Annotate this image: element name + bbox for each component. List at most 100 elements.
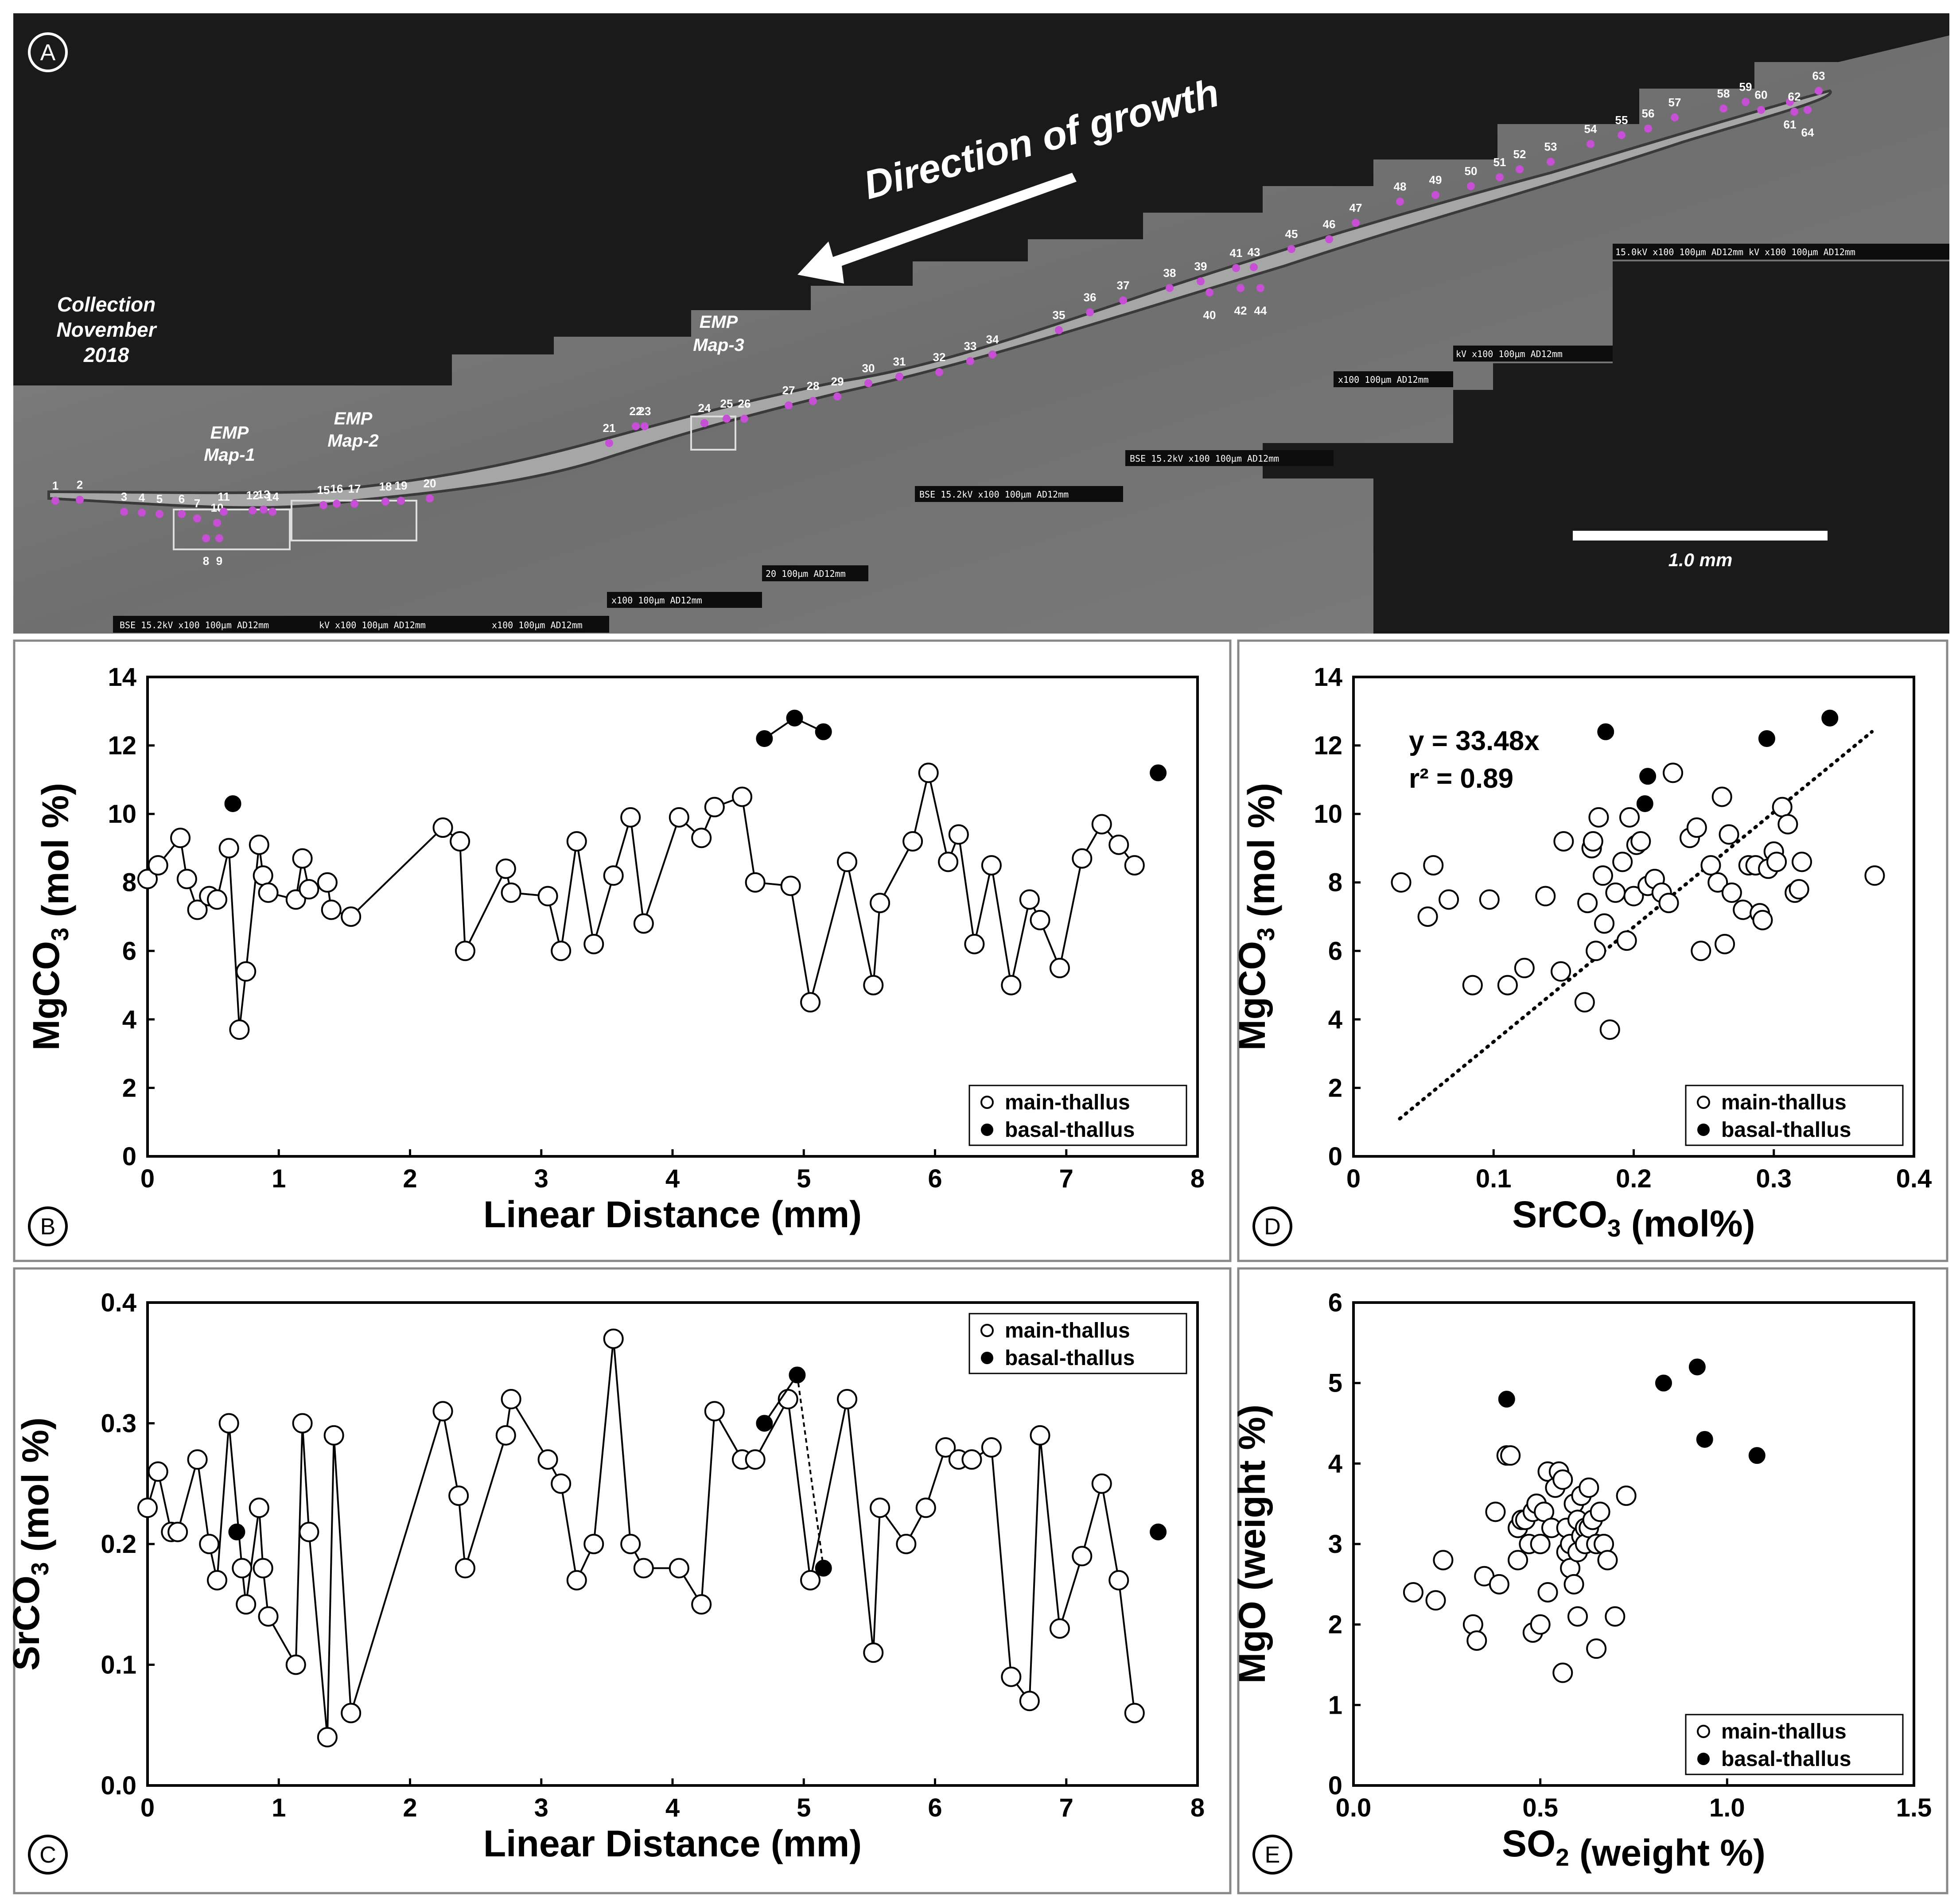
data-point-main-thallus	[292, 1413, 313, 1434]
data-point-main-thallus	[448, 1486, 469, 1506]
legend-label: basal-thallus	[1005, 1118, 1135, 1142]
y-tick-label: 5	[1328, 1369, 1342, 1398]
data-point-main-thallus	[137, 868, 158, 889]
scale-bar	[1573, 531, 1828, 541]
legend-marker	[1697, 1124, 1710, 1136]
data-point-main-thallus	[1417, 906, 1438, 927]
analysis-point	[833, 393, 841, 401]
data-point-main-thallus	[1583, 831, 1603, 852]
analysis-point	[1325, 235, 1333, 243]
data-point-main-thallus	[207, 889, 228, 910]
emp-map-3-label: Map-3	[693, 335, 744, 355]
data-point-main-thallus	[292, 848, 313, 869]
analysis-point-number: 2	[77, 478, 83, 491]
analysis-point	[213, 519, 221, 527]
emp-map-3-label: EMP	[700, 312, 738, 332]
x-tick-label: 0	[140, 1793, 155, 1822]
data-point-main-thallus	[948, 824, 969, 845]
y-tick-label: 2	[1328, 1610, 1342, 1639]
data-point-main-thallus	[1049, 957, 1070, 978]
data-point-basal-thallus	[1636, 795, 1653, 812]
sem-info-strip: 15.0kV x100 100µm AD12mm kV x100 100µm A…	[1615, 247, 1855, 257]
analysis-point-number: 26	[738, 397, 751, 410]
data-point-main-thallus	[253, 865, 273, 886]
data-point-main-thallus	[1752, 910, 1773, 930]
legend-box	[1685, 1714, 1904, 1775]
analysis-point-number: 24	[698, 401, 711, 415]
data-point-basal-thallus	[756, 1415, 773, 1432]
data-point-main-thallus	[1001, 975, 1022, 996]
y-tick-label: 0.4	[101, 1288, 136, 1317]
analysis-point	[632, 422, 640, 430]
data-point-main-thallus	[837, 1389, 858, 1409]
data-point-main-thallus	[691, 1594, 712, 1615]
data-point-main-thallus	[495, 858, 516, 879]
x-axis-label: SrCO3 (mol%)	[1512, 1194, 1755, 1245]
x-tick-label: 4	[665, 1793, 680, 1822]
analysis-point-number: 38	[1163, 266, 1176, 280]
legend-label: main-thallus	[1721, 1720, 1847, 1743]
y-axis-label: MgCO3 (mol %)	[1231, 783, 1282, 1050]
data-point-main-thallus	[1700, 855, 1721, 876]
data-point-main-thallus	[620, 807, 641, 828]
data-point-main-thallus	[1711, 786, 1732, 807]
analysis-point-number: 47	[1349, 201, 1362, 214]
data-point-main-thallus	[1535, 886, 1556, 906]
data-point-main-thallus	[537, 886, 558, 906]
x-tick-label: 1	[272, 1164, 286, 1193]
data-point-main-thallus	[1733, 899, 1754, 920]
analysis-point	[426, 494, 434, 502]
analysis-point	[202, 534, 210, 542]
analysis-point	[319, 501, 327, 509]
data-point-main-thallus	[603, 865, 624, 886]
data-point-main-thallus	[341, 1703, 362, 1723]
x-tick-label: 0.2	[1616, 1164, 1652, 1193]
data-point-main-thallus	[1030, 910, 1050, 930]
analysis-point-number: 12	[246, 489, 259, 502]
series-line-basal-thallus	[763, 1374, 798, 1424]
analysis-point	[268, 508, 276, 516]
data-point-main-thallus	[1766, 852, 1787, 872]
data-point-main-thallus	[583, 933, 604, 954]
analysis-point	[864, 379, 872, 387]
x-tick-label: 0	[140, 1164, 155, 1193]
panel-label-c: C	[28, 1835, 68, 1875]
analysis-point	[935, 368, 943, 376]
analysis-point	[1206, 288, 1213, 296]
analysis-point-number: 23	[638, 405, 651, 418]
sem-info-strip: x100 100µm AD12mm	[492, 620, 583, 630]
analysis-point	[1790, 108, 1798, 116]
data-point-main-thallus	[1514, 957, 1535, 978]
analysis-point-number: 27	[782, 384, 795, 397]
analysis-point-number: 57	[1668, 96, 1681, 109]
analysis-point	[1644, 124, 1652, 132]
analysis-point-number: 62	[1788, 90, 1801, 103]
data-point-main-thallus	[870, 1497, 891, 1518]
data-point-basal-thallus	[1150, 1523, 1167, 1540]
collection-label-line: November	[57, 318, 157, 341]
data-point-main-thallus	[1864, 865, 1885, 886]
x-tick-label: 7	[1059, 1164, 1073, 1193]
x-tick-label: 0	[1346, 1164, 1361, 1193]
series-line-main-thallus	[147, 1338, 1136, 1738]
data-point-main-thallus	[1108, 834, 1129, 855]
analysis-point-number: 11	[218, 490, 230, 503]
legend-label: basal-thallus	[1721, 1118, 1851, 1142]
panel-label-d: D	[1252, 1206, 1292, 1246]
data-point-main-thallus	[323, 1425, 344, 1446]
data-point-main-thallus	[837, 852, 858, 872]
x-tick-label: 4	[665, 1164, 680, 1193]
chart-c-srco3-vs-distance: 0 1 2 3 4 5 6 7 8 0.0 0.1 0.2 0.3 0.4 Linear Distance …	[5, 1288, 1205, 1864]
chart-e-mgo-vs-so2: 0.0 0.5 1.0 1.5 0 1 2 3 4 5 6 SO2 (weight %) MgO (we…	[1231, 1288, 1932, 1874]
analysis-point	[1804, 106, 1812, 114]
data-point-main-thallus	[1489, 1574, 1509, 1595]
data-point-main-thallus	[1686, 817, 1707, 838]
data-point-main-thallus	[603, 1328, 624, 1349]
y-tick-label: 0.3	[101, 1409, 136, 1438]
analysis-point	[1086, 308, 1094, 316]
data-point-main-thallus	[249, 834, 269, 855]
analysis-point-number: 39	[1194, 260, 1207, 273]
legend-label: main-thallus	[1005, 1319, 1130, 1342]
data-point-basal-thallus	[224, 795, 241, 812]
